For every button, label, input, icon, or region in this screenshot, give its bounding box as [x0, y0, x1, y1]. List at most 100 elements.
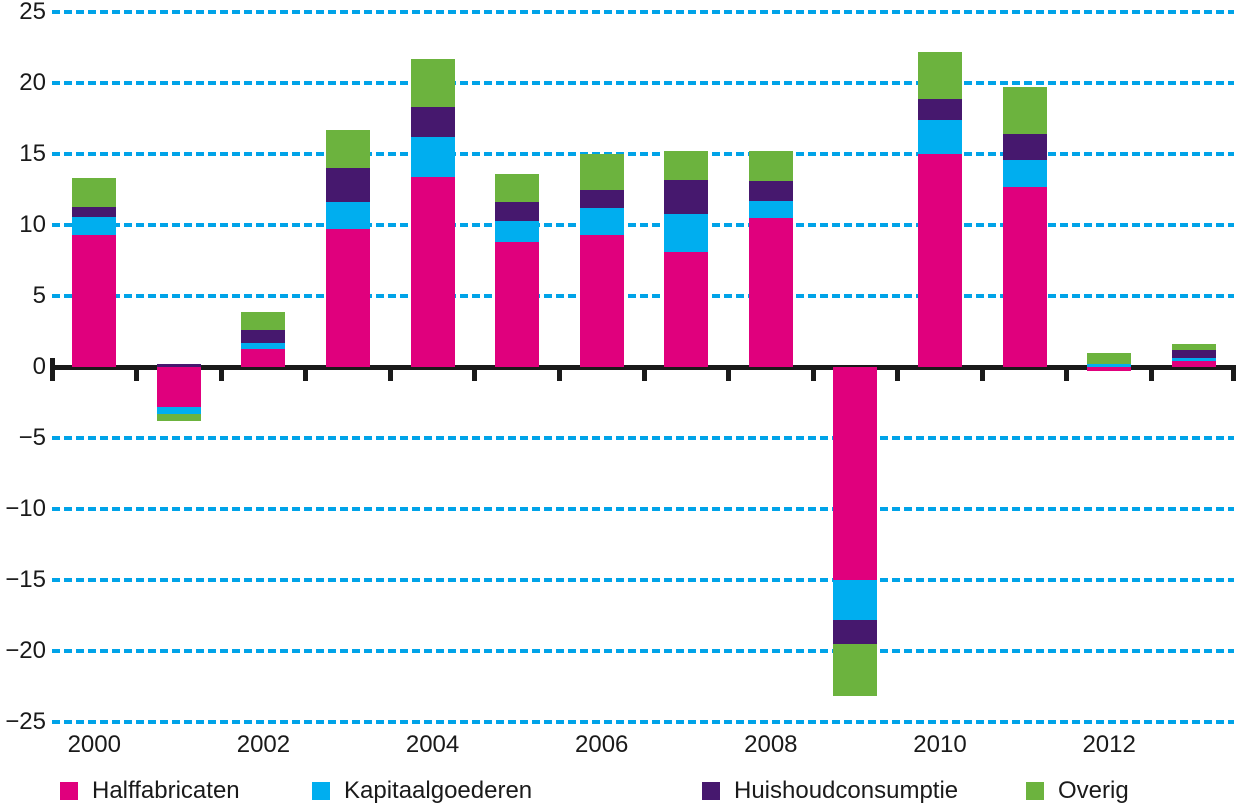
bar-2010-segment-halffabricaten — [918, 154, 962, 367]
legend-item-overig: Overig — [1026, 779, 1129, 803]
bar-2013-segment-kapitaalgoederen — [1171, 358, 1216, 362]
y-axis-label--5: −5 — [18, 423, 46, 451]
bar-2002-segment-halffabricaten — [241, 348, 286, 367]
y-axis-label-5: 5 — [32, 282, 46, 310]
axis-tick — [1231, 367, 1236, 381]
y-axis-label--10: −10 — [5, 494, 46, 522]
axis-tick — [895, 367, 901, 381]
axis-tick — [556, 367, 562, 381]
legend-swatch-halffabricaten — [60, 782, 78, 800]
bar-2000-segment-overig — [72, 178, 117, 207]
bar-2008-segment-halffabricaten — [748, 218, 793, 367]
bar-2002-segment-kapitaalgoederen — [241, 342, 286, 349]
bar-2004-segment-huishoudconsumptie — [410, 107, 455, 138]
bar-2004-segment-halffabricaten — [410, 176, 455, 367]
gridline--20 — [52, 648, 1234, 653]
bar-2009-segment-huishoudconsumptie — [833, 619, 878, 644]
legend-label: Halffabricaten — [92, 777, 240, 804]
bar-2012-segment-kapitaalgoederen — [1087, 364, 1132, 367]
y-axis-label-15: 15 — [19, 140, 46, 168]
bar-2003-segment-halffabricaten — [326, 229, 370, 367]
bar-2005-segment-kapitaalgoederen — [495, 220, 540, 243]
x-axis-label-2002: 2002 — [236, 731, 291, 758]
bar-2008-segment-kapitaalgoederen — [748, 200, 793, 218]
axis-tick — [49, 358, 55, 381]
legend-item-kapitaalgoederen: Kapitaalgoederen — [312, 779, 532, 803]
gridline--10 — [52, 506, 1234, 511]
y-axis-label--20: −20 — [5, 636, 46, 664]
axis-tick — [726, 367, 732, 381]
y-axis-label--15: −15 — [5, 565, 46, 593]
axis-tick — [810, 367, 816, 381]
bar-2006-segment-kapitaalgoederen — [579, 208, 624, 236]
bar-2013-segment-huishoudconsumptie — [1171, 349, 1216, 359]
bar-2010-segment-huishoudconsumptie — [918, 98, 962, 121]
x-axis-label-2000: 2000 — [67, 731, 121, 758]
bar-2007-segment-huishoudconsumptie — [664, 179, 709, 214]
bar-2011-segment-overig — [1002, 87, 1047, 135]
bar-2000-segment-kapitaalgoederen — [72, 216, 117, 236]
bar-2000-segment-halffabricaten — [72, 235, 117, 367]
y-axis-label--25: −25 — [5, 707, 46, 735]
bar-2002-segment-overig — [241, 311, 286, 331]
y-axis-label-0: 0 — [32, 353, 46, 380]
legend-swatch-overig — [1026, 782, 1044, 800]
axis-tick — [134, 367, 140, 381]
legend-label: Kapitaalgoederen — [344, 777, 533, 804]
bar-2005-segment-overig — [495, 174, 540, 203]
bar-2011-segment-halffabricaten — [1002, 186, 1047, 367]
bar-2007-segment-halffabricaten — [664, 252, 709, 367]
bar-2012-segment-overig — [1087, 352, 1132, 365]
bar-2005-segment-huishoudconsumptie — [495, 202, 540, 221]
bar-2008-segment-overig — [748, 151, 793, 182]
bar-2001-segment-halffabricaten — [156, 367, 201, 407]
axis-tick — [303, 367, 309, 381]
x-axis-label-2008: 2008 — [744, 731, 798, 758]
x-axis-label-2004: 2004 — [405, 731, 460, 758]
bar-2003-segment-huishoudconsumptie — [326, 168, 370, 203]
gridline-20 — [52, 81, 1234, 86]
bar-2000-segment-huishoudconsumptie — [72, 206, 117, 217]
y-axis-label-25: 25 — [19, 0, 46, 26]
axis-tick — [472, 367, 478, 381]
x-axis-label-2012: 2012 — [1082, 731, 1136, 758]
gridline--25 — [52, 719, 1234, 724]
x-axis-label-2010: 2010 — [913, 731, 967, 758]
bar-2006-segment-huishoudconsumptie — [579, 189, 624, 209]
bar-2002-segment-huishoudconsumptie — [241, 330, 286, 343]
gridline-25 — [52, 10, 1234, 15]
bar-2003-segment-kapitaalgoederen — [326, 202, 370, 230]
gridline--15 — [52, 577, 1234, 582]
bar-2013-segment-overig — [1171, 344, 1216, 350]
bar-2009-segment-halffabricaten — [833, 367, 878, 580]
legend-swatch-huishoudconsumptie — [702, 782, 720, 800]
bar-2004-segment-kapitaalgoederen — [410, 137, 455, 177]
bar-2001-segment-overig — [156, 413, 201, 421]
x-axis-label-2006: 2006 — [575, 731, 629, 758]
gridline-5 — [52, 294, 1234, 299]
legend-label: Overig — [1058, 777, 1129, 804]
axis-tick — [387, 367, 393, 381]
bar-2011-segment-kapitaalgoederen — [1002, 159, 1047, 187]
bar-2009-segment-kapitaalgoederen — [833, 579, 878, 620]
bar-2011-segment-huishoudconsumptie — [1002, 134, 1047, 160]
bar-2005-segment-halffabricaten — [495, 242, 540, 367]
axis-tick — [979, 367, 985, 381]
bar-2008-segment-huishoudconsumptie — [748, 181, 793, 201]
axis-tick — [1064, 367, 1070, 381]
bar-2004-segment-overig — [410, 59, 455, 108]
bar-2006-segment-halffabricaten — [579, 235, 624, 367]
gridline--5 — [52, 435, 1234, 440]
bar-2013-segment-halffabricaten — [1171, 361, 1216, 367]
bar-2009-segment-overig — [833, 643, 878, 697]
bar-2010-segment-kapitaalgoederen — [918, 120, 962, 155]
bar-2001-segment-kapitaalgoederen — [156, 406, 201, 414]
gridline-15 — [52, 152, 1234, 157]
bar-2006-segment-overig — [579, 154, 624, 190]
bar-2003-segment-overig — [326, 130, 370, 169]
y-axis-label-10: 10 — [19, 211, 46, 239]
bar-2007-segment-overig — [664, 151, 709, 180]
gridline-10 — [52, 223, 1234, 228]
axis-tick — [641, 367, 647, 381]
axis-tick — [218, 367, 224, 381]
